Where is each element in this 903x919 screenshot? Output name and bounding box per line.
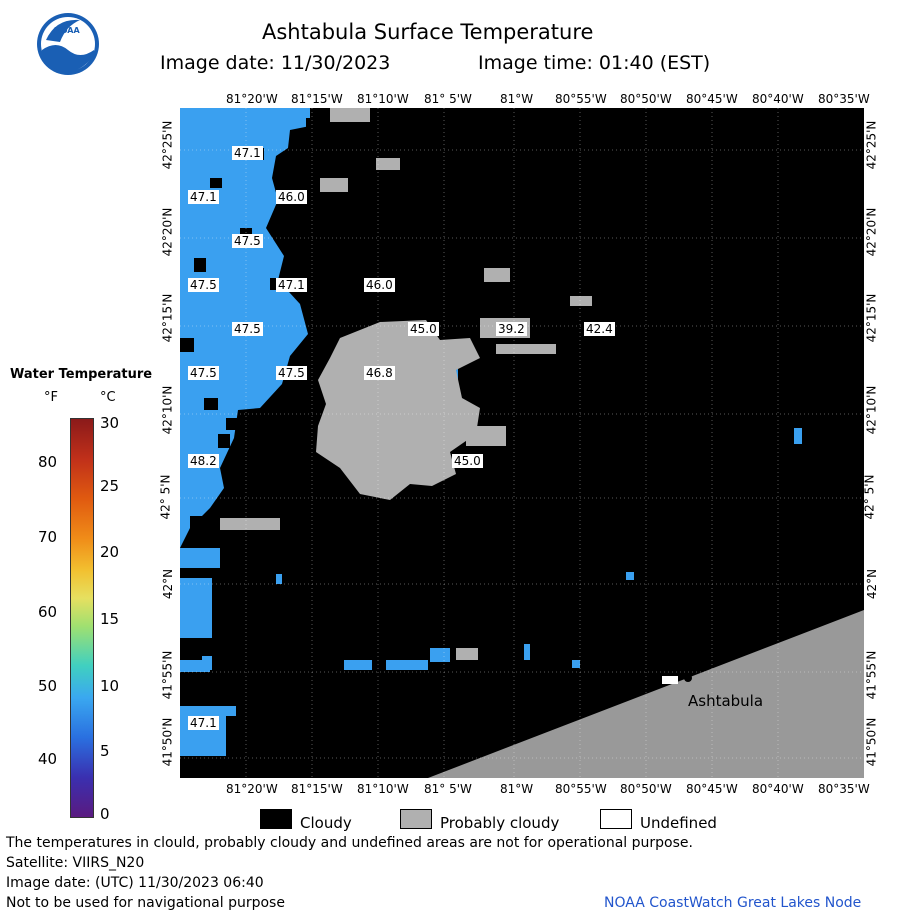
- undefined-patch: [662, 676, 678, 684]
- lat-tick: 42°25'N: [864, 120, 879, 170]
- map-title: Ashtabula Surface Temperature: [262, 20, 594, 44]
- footer-disclaimer: The temperatures in clould, probably clo…: [6, 835, 693, 851]
- probably-cloudy-label: Probably cloudy: [440, 814, 560, 832]
- lon-tick: 80°35'W: [818, 92, 870, 106]
- c-tick: 5: [100, 742, 110, 760]
- undefined-swatch: [600, 809, 632, 829]
- lon-tick: 81°20'W: [226, 782, 278, 796]
- temperature-map: 47.1 47.1 46.0 47.5 47.5 47.1 46.0 47.5 …: [180, 108, 864, 778]
- temp-label: 48.2: [188, 454, 219, 468]
- ashtabula-marker: [684, 674, 692, 682]
- lat-tick: 41°55'N: [864, 650, 879, 700]
- lat-tick: 42°15'N: [160, 293, 175, 343]
- lon-tick: 80°55'W: [555, 782, 607, 796]
- temp-label: 47.5: [188, 366, 219, 380]
- temp-label: 47.5: [232, 322, 263, 336]
- lat-tick: 42°20'N: [160, 207, 175, 257]
- f-tick: 80: [38, 453, 58, 471]
- c-tick: 30: [100, 414, 120, 432]
- noaa-logo: NOAA: [36, 12, 100, 76]
- temp-label: 45.0: [408, 322, 439, 336]
- cloud-specks: [180, 118, 362, 528]
- lon-tick: 80°50'W: [620, 782, 672, 796]
- lon-tick: 81°10'W: [357, 782, 409, 796]
- undefined-label: Undefined: [640, 814, 717, 832]
- lat-tick: 42°10'N: [864, 385, 879, 435]
- cloudy-swatch: [260, 809, 292, 829]
- lat-tick: 41°50'N: [864, 717, 879, 767]
- temp-label: 47.1: [232, 146, 263, 160]
- temp-label: 39.2: [496, 322, 527, 336]
- temp-label: 47.5: [232, 234, 263, 248]
- lat-tick: 42°20'N: [864, 207, 879, 257]
- land-region: [428, 610, 864, 778]
- f-tick: 60: [38, 603, 58, 621]
- lon-tick: 80°45'W: [686, 92, 738, 106]
- temp-label: 47.5: [276, 366, 307, 380]
- temp-label: 46.0: [364, 278, 395, 292]
- legend: Cloudy Probably cloudy Undefined: [260, 808, 740, 832]
- lon-tick: 81°15'W: [291, 92, 343, 106]
- lat-tick: 42°N: [865, 568, 880, 600]
- lon-tick: 81°15'W: [291, 782, 343, 796]
- lon-tick: 81°W: [500, 92, 534, 106]
- lat-tick: 42° 5'N: [862, 474, 877, 520]
- temp-label: 45.0: [452, 454, 483, 468]
- c-tick: 20: [100, 543, 120, 561]
- lon-tick: 81°20'W: [226, 92, 278, 106]
- lon-tick: 81°10'W: [357, 92, 409, 106]
- lat-tick: 42°N: [161, 568, 176, 600]
- lon-tick: 80°40'W: [752, 92, 804, 106]
- lat-tick: 42°10'N: [160, 385, 175, 435]
- footer-utc-date: Image date: (UTC) 11/30/2023 06:40: [6, 875, 264, 891]
- probably-cloudy-region: [220, 108, 592, 660]
- f-tick: 70: [38, 528, 58, 546]
- lat-tick: 41°50'N: [160, 717, 175, 767]
- image-date: Image date: 11/30/2023: [160, 52, 391, 74]
- lon-tick: 80°45'W: [686, 782, 738, 796]
- colorbar: [70, 418, 94, 818]
- temp-label: 46.0: [276, 190, 307, 204]
- cloudy-label: Cloudy: [300, 814, 352, 832]
- lon-tick: 81° 5'W: [424, 782, 472, 796]
- lon-tick: 80°35'W: [818, 782, 870, 796]
- c-tick: 0: [100, 805, 110, 823]
- lon-tick: 80°40'W: [752, 782, 804, 796]
- lat-tick: 42° 5'N: [158, 474, 173, 520]
- temp-label: 47.1: [276, 278, 307, 292]
- f-tick: 50: [38, 677, 58, 695]
- temp-label: 47.1: [188, 716, 219, 730]
- lon-tick: 81°W: [500, 782, 534, 796]
- temp-label: 47.1: [188, 190, 219, 204]
- temp-label: 42.4: [584, 322, 615, 336]
- lon-tick: 80°55'W: [555, 92, 607, 106]
- lat-tick: 42°15'N: [864, 293, 879, 343]
- c-tick: 15: [100, 610, 120, 628]
- image-time: Image time: 01:40 (EST): [478, 52, 711, 74]
- colorbar-unit-c: °C: [100, 390, 116, 405]
- f-tick: 40: [38, 750, 58, 768]
- footer-navigation-note: Not to be used for navigational purpose: [6, 895, 285, 911]
- footer-satellite: Satellite: VIIRS_N20: [6, 855, 145, 871]
- colorbar-unit-f: °F: [44, 390, 58, 405]
- city-label-ashtabula: Ashtabula: [688, 692, 764, 710]
- temp-label: 46.8: [364, 366, 395, 380]
- probably-cloudy-swatch: [400, 809, 432, 829]
- c-tick: 25: [100, 477, 120, 495]
- lat-tick: 42°25'N: [160, 120, 175, 170]
- c-tick: 10: [100, 677, 120, 695]
- logo-text: NOAA: [54, 26, 80, 35]
- lon-tick: 80°50'W: [620, 92, 672, 106]
- lon-tick: 81° 5'W: [424, 92, 472, 106]
- map-canvas: [180, 108, 864, 778]
- temp-label: 47.5: [188, 278, 219, 292]
- footer-credit: NOAA CoastWatch Great Lakes Node: [604, 895, 862, 911]
- colorbar-title: Water Temperature: [10, 367, 153, 382]
- lat-tick: 41°55'N: [160, 650, 175, 700]
